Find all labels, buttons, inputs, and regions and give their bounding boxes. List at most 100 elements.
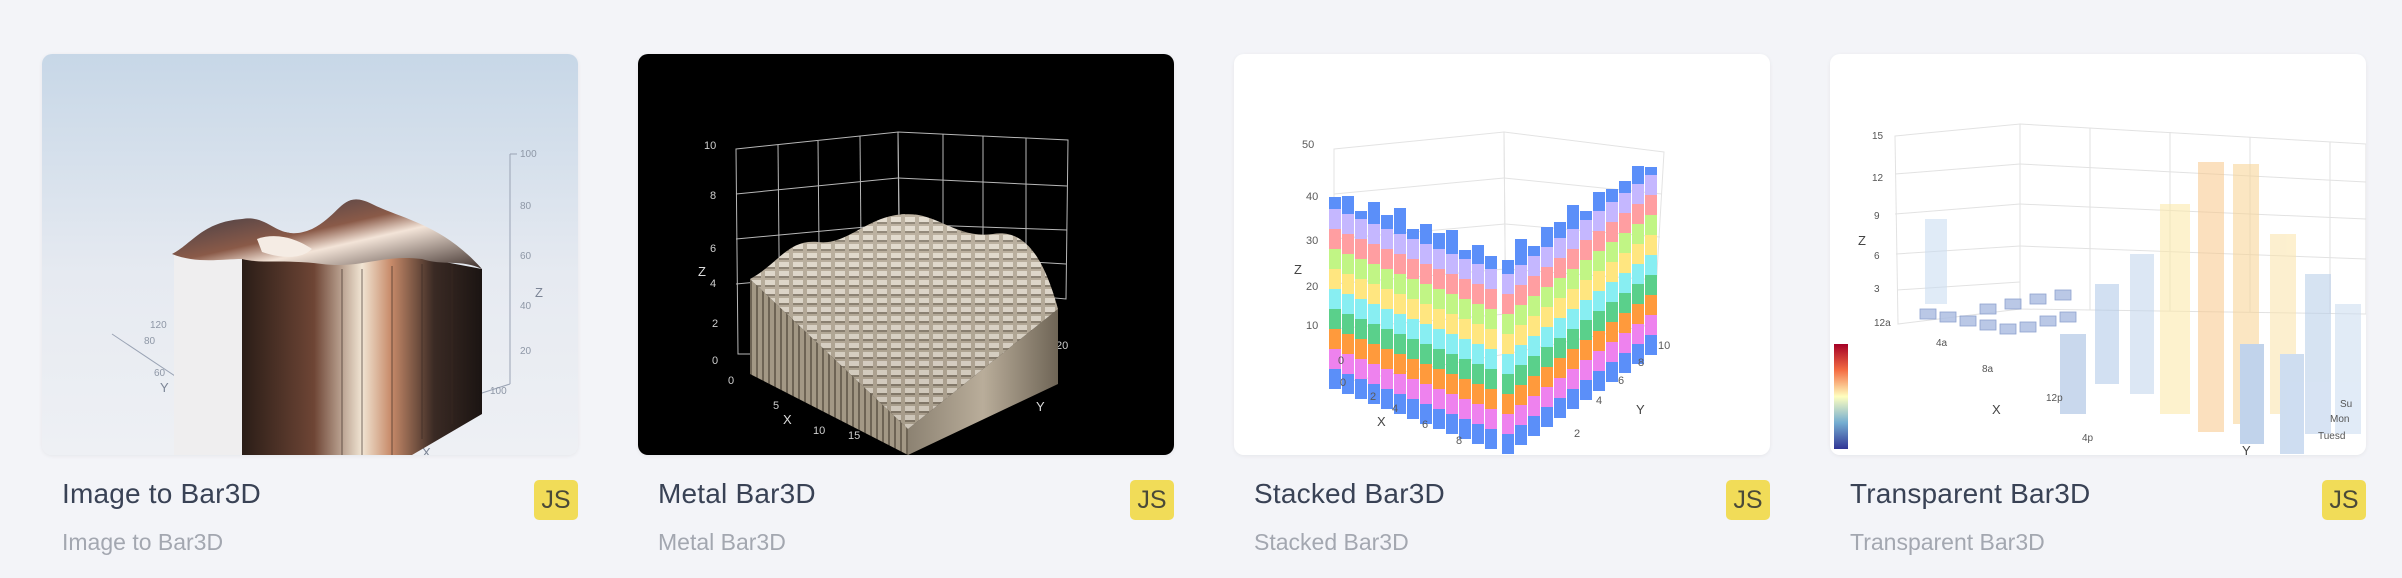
tick-label: 8 [1638, 357, 1644, 369]
stack-segment [1355, 359, 1367, 379]
card-title[interactable]: Transparent Bar3D [1850, 478, 2091, 509]
stack-segment [1593, 311, 1605, 331]
stack-segment [1554, 238, 1566, 258]
tick-label: 6 [1874, 251, 1880, 262]
stacked-bar-cluster [1329, 166, 1657, 454]
stack-segment [1472, 344, 1484, 364]
stack-segment [1541, 407, 1553, 427]
card-subtitle: Image to Bar3D [62, 529, 224, 555]
stack-segment [1528, 276, 1540, 296]
stack-segment [1381, 369, 1393, 389]
card-title[interactable]: Stacked Bar3D [1254, 478, 1445, 509]
tick-label: 0 [1338, 355, 1344, 367]
stack-segment [1632, 324, 1644, 344]
example-card-transparent-bar3d[interactable]: 15 12 9 6 3 12a 4a 8a 12p 4p Su Mon Tues… [1830, 54, 2366, 555]
tick-label: 2 [712, 318, 718, 330]
stack-segment [1368, 304, 1380, 324]
stack-segment [1645, 335, 1657, 355]
stack-segment [1407, 359, 1419, 379]
thumbnail-image-to-bar3d[interactable]: 100 80 60 40 20 100 120 80 60 40 20 Y Z … [42, 54, 578, 455]
stack-segment [1368, 284, 1380, 304]
stack-segment [1632, 166, 1644, 184]
stack-segment [1446, 334, 1458, 354]
stack-segment [1528, 356, 1540, 376]
axis-label-z: Z [535, 285, 543, 300]
stack-segment [1632, 304, 1644, 324]
stack-segment [1407, 319, 1419, 339]
stack-segment [1355, 259, 1367, 279]
tick-label: 40 [1306, 191, 1318, 203]
tick-label: 6 [1618, 375, 1624, 387]
stack-segment [1394, 254, 1406, 274]
stack-segment [1619, 181, 1631, 193]
stack-segment [1632, 224, 1644, 244]
stack-segment [1420, 224, 1432, 244]
thumbnail-stacked-bar3d[interactable]: 50 40 30 20 10 0 0 2 4 6 8 10 8 6 4 2 Z … [1234, 54, 1770, 455]
example-card-metal-bar3d[interactable]: 10 8 6 4 2 0 0 5 10 15 20 15 10 5 Z X Y [638, 54, 1174, 555]
stack-segment [1420, 324, 1432, 344]
stack-segment [1580, 220, 1592, 240]
stack-segment [1446, 274, 1458, 294]
stack-segment [1606, 342, 1618, 362]
tick-label: 60 [154, 368, 166, 379]
stack-segment [1342, 254, 1354, 274]
example-card-stacked-bar3d[interactable]: 50 40 30 20 10 0 0 2 4 6 8 10 8 6 4 2 Z … [1234, 54, 1770, 555]
stack-segment [1515, 425, 1527, 445]
bar3d-transparent-preview: 15 12 9 6 3 12a 4a 8a 12p 4p Su Mon Tues… [1830, 54, 2366, 455]
stack-segment [1446, 294, 1458, 314]
tick-label: 4p [2082, 433, 2094, 444]
stack-segment [1433, 329, 1445, 349]
stack-segment [1502, 274, 1514, 294]
tick-label: 4 [710, 278, 716, 290]
js-badge: JS [2322, 480, 2366, 520]
stack-segment [1502, 314, 1514, 334]
stack-segment [1606, 302, 1618, 322]
stack-segment [1329, 229, 1341, 249]
stack-segment [1355, 299, 1367, 319]
stack-segment [1645, 235, 1657, 255]
stack-segment [1368, 324, 1380, 344]
stack-segment [1567, 349, 1579, 369]
stack-segment [1541, 287, 1553, 307]
stack-segment [1606, 202, 1618, 222]
card-title[interactable]: Image to Bar3D [62, 478, 261, 509]
tick-label: 2 [1574, 428, 1580, 440]
stack-segment [1567, 229, 1579, 249]
tick-label: 100 [520, 149, 537, 160]
stack-segment [1329, 269, 1341, 289]
stack-segment [1528, 246, 1540, 256]
stack-segment [1485, 349, 1497, 369]
bar3d-stacked-preview: 50 40 30 20 10 0 0 2 4 6 8 10 8 6 4 2 Z … [1234, 54, 1770, 455]
stack-segment [1554, 358, 1566, 378]
stack-segment [1459, 250, 1471, 259]
tick-label: 6 [1422, 419, 1428, 431]
visual-map-bar[interactable] [1834, 344, 1848, 449]
tick-label: 0 [728, 375, 734, 387]
stack-segment [1407, 399, 1419, 419]
tick-label: 20 [1056, 340, 1068, 352]
stack-segment [1619, 313, 1631, 333]
stack-segment [1645, 175, 1657, 195]
example-card-image-to-bar3d[interactable]: 100 80 60 40 20 100 120 80 60 40 20 Y Z … [42, 54, 578, 555]
stack-segment [1420, 384, 1432, 404]
stack-segment [1381, 229, 1393, 249]
stack-segment [1619, 213, 1631, 233]
bar3d-metal-preview: 10 8 6 4 2 0 0 5 10 15 20 15 10 5 Z X Y [638, 54, 1174, 455]
stack-segment [1502, 294, 1514, 314]
thumbnail-metal-bar3d[interactable]: 10 8 6 4 2 0 0 5 10 15 20 15 10 5 Z X Y [638, 54, 1174, 455]
thumbnail-transparent-bar3d[interactable]: 15 12 9 6 3 12a 4a 8a 12p 4p Su Mon Tues… [1830, 54, 2366, 455]
stack-segment [1407, 259, 1419, 279]
tick-label: 4 [1596, 395, 1602, 407]
stack-segment [1619, 233, 1631, 253]
tick-label: 10 [704, 140, 716, 152]
tick-label: Su [2340, 399, 2352, 410]
stack-segment [1619, 353, 1631, 373]
stack-segment [1433, 389, 1445, 409]
stack-segment [1567, 309, 1579, 329]
stack-segment [1541, 367, 1553, 387]
stack-segment [1645, 275, 1657, 295]
stack-segment [1528, 396, 1540, 416]
card-title[interactable]: Metal Bar3D [658, 478, 816, 509]
stack-segment [1342, 314, 1354, 334]
stack-segment [1619, 193, 1631, 213]
